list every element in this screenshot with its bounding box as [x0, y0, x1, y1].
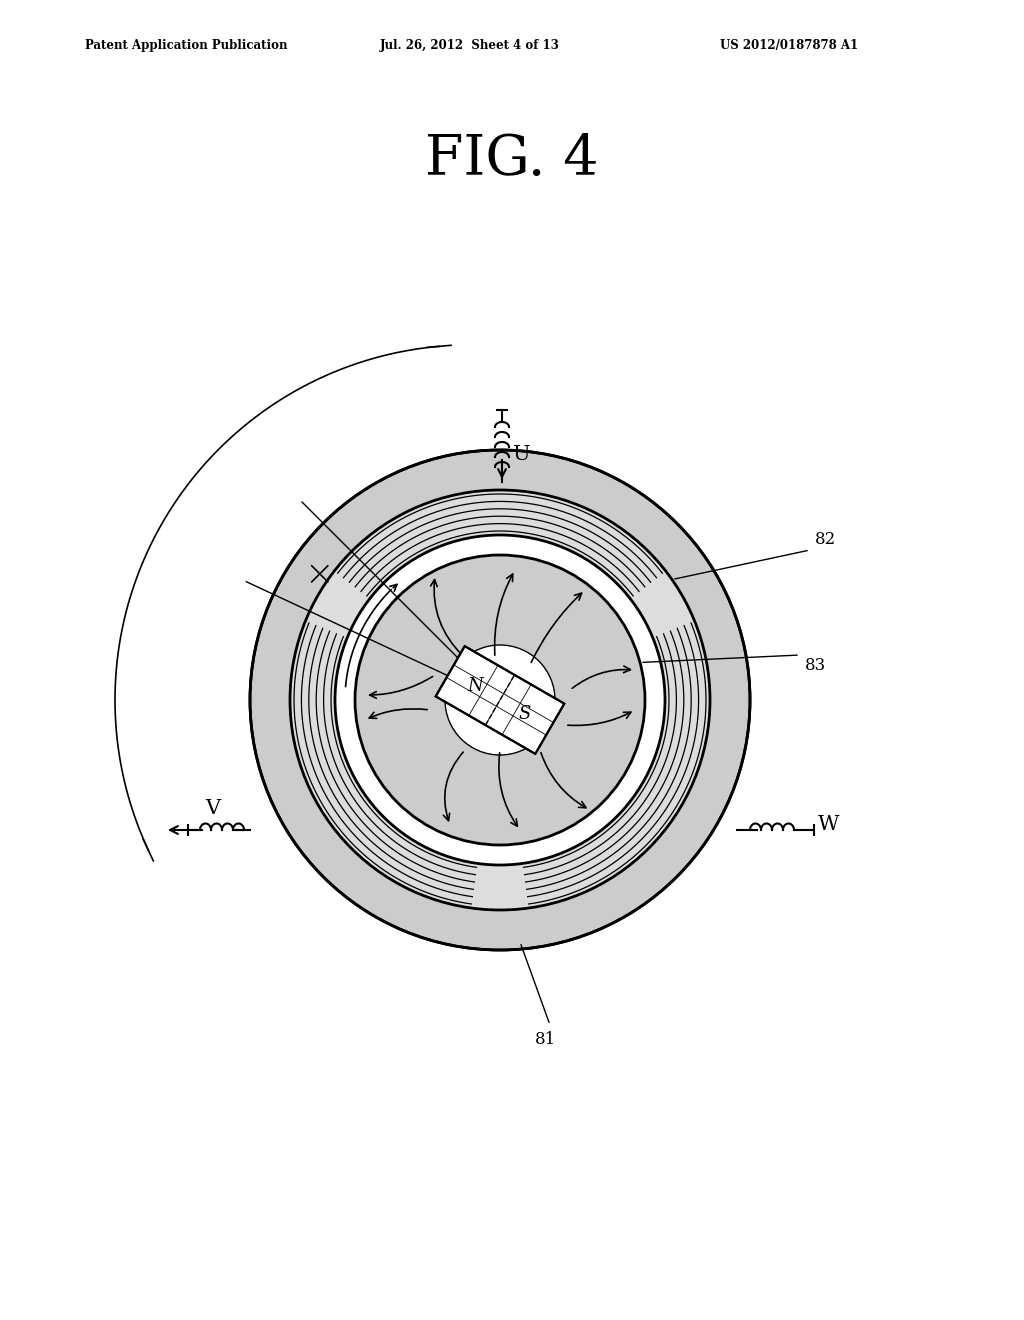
Text: Jul. 26, 2012  Sheet 4 of 13: Jul. 26, 2012 Sheet 4 of 13 — [380, 38, 560, 51]
Text: 81: 81 — [535, 1031, 556, 1048]
Text: 82: 82 — [815, 532, 837, 549]
Polygon shape — [435, 645, 564, 754]
Circle shape — [355, 554, 645, 845]
Text: V: V — [206, 799, 221, 817]
Circle shape — [250, 450, 750, 950]
Text: N: N — [467, 677, 483, 694]
Circle shape — [290, 490, 710, 909]
Text: FIG. 4: FIG. 4 — [425, 132, 599, 187]
Text: 83: 83 — [805, 656, 826, 673]
Text: U: U — [513, 445, 530, 463]
Circle shape — [335, 535, 665, 865]
Text: S: S — [519, 705, 531, 723]
Text: W: W — [818, 816, 840, 834]
Text: US 2012/0187878 A1: US 2012/0187878 A1 — [720, 38, 858, 51]
Text: Patent Application Publication: Patent Application Publication — [85, 38, 288, 51]
Circle shape — [290, 490, 710, 909]
Circle shape — [445, 645, 555, 755]
